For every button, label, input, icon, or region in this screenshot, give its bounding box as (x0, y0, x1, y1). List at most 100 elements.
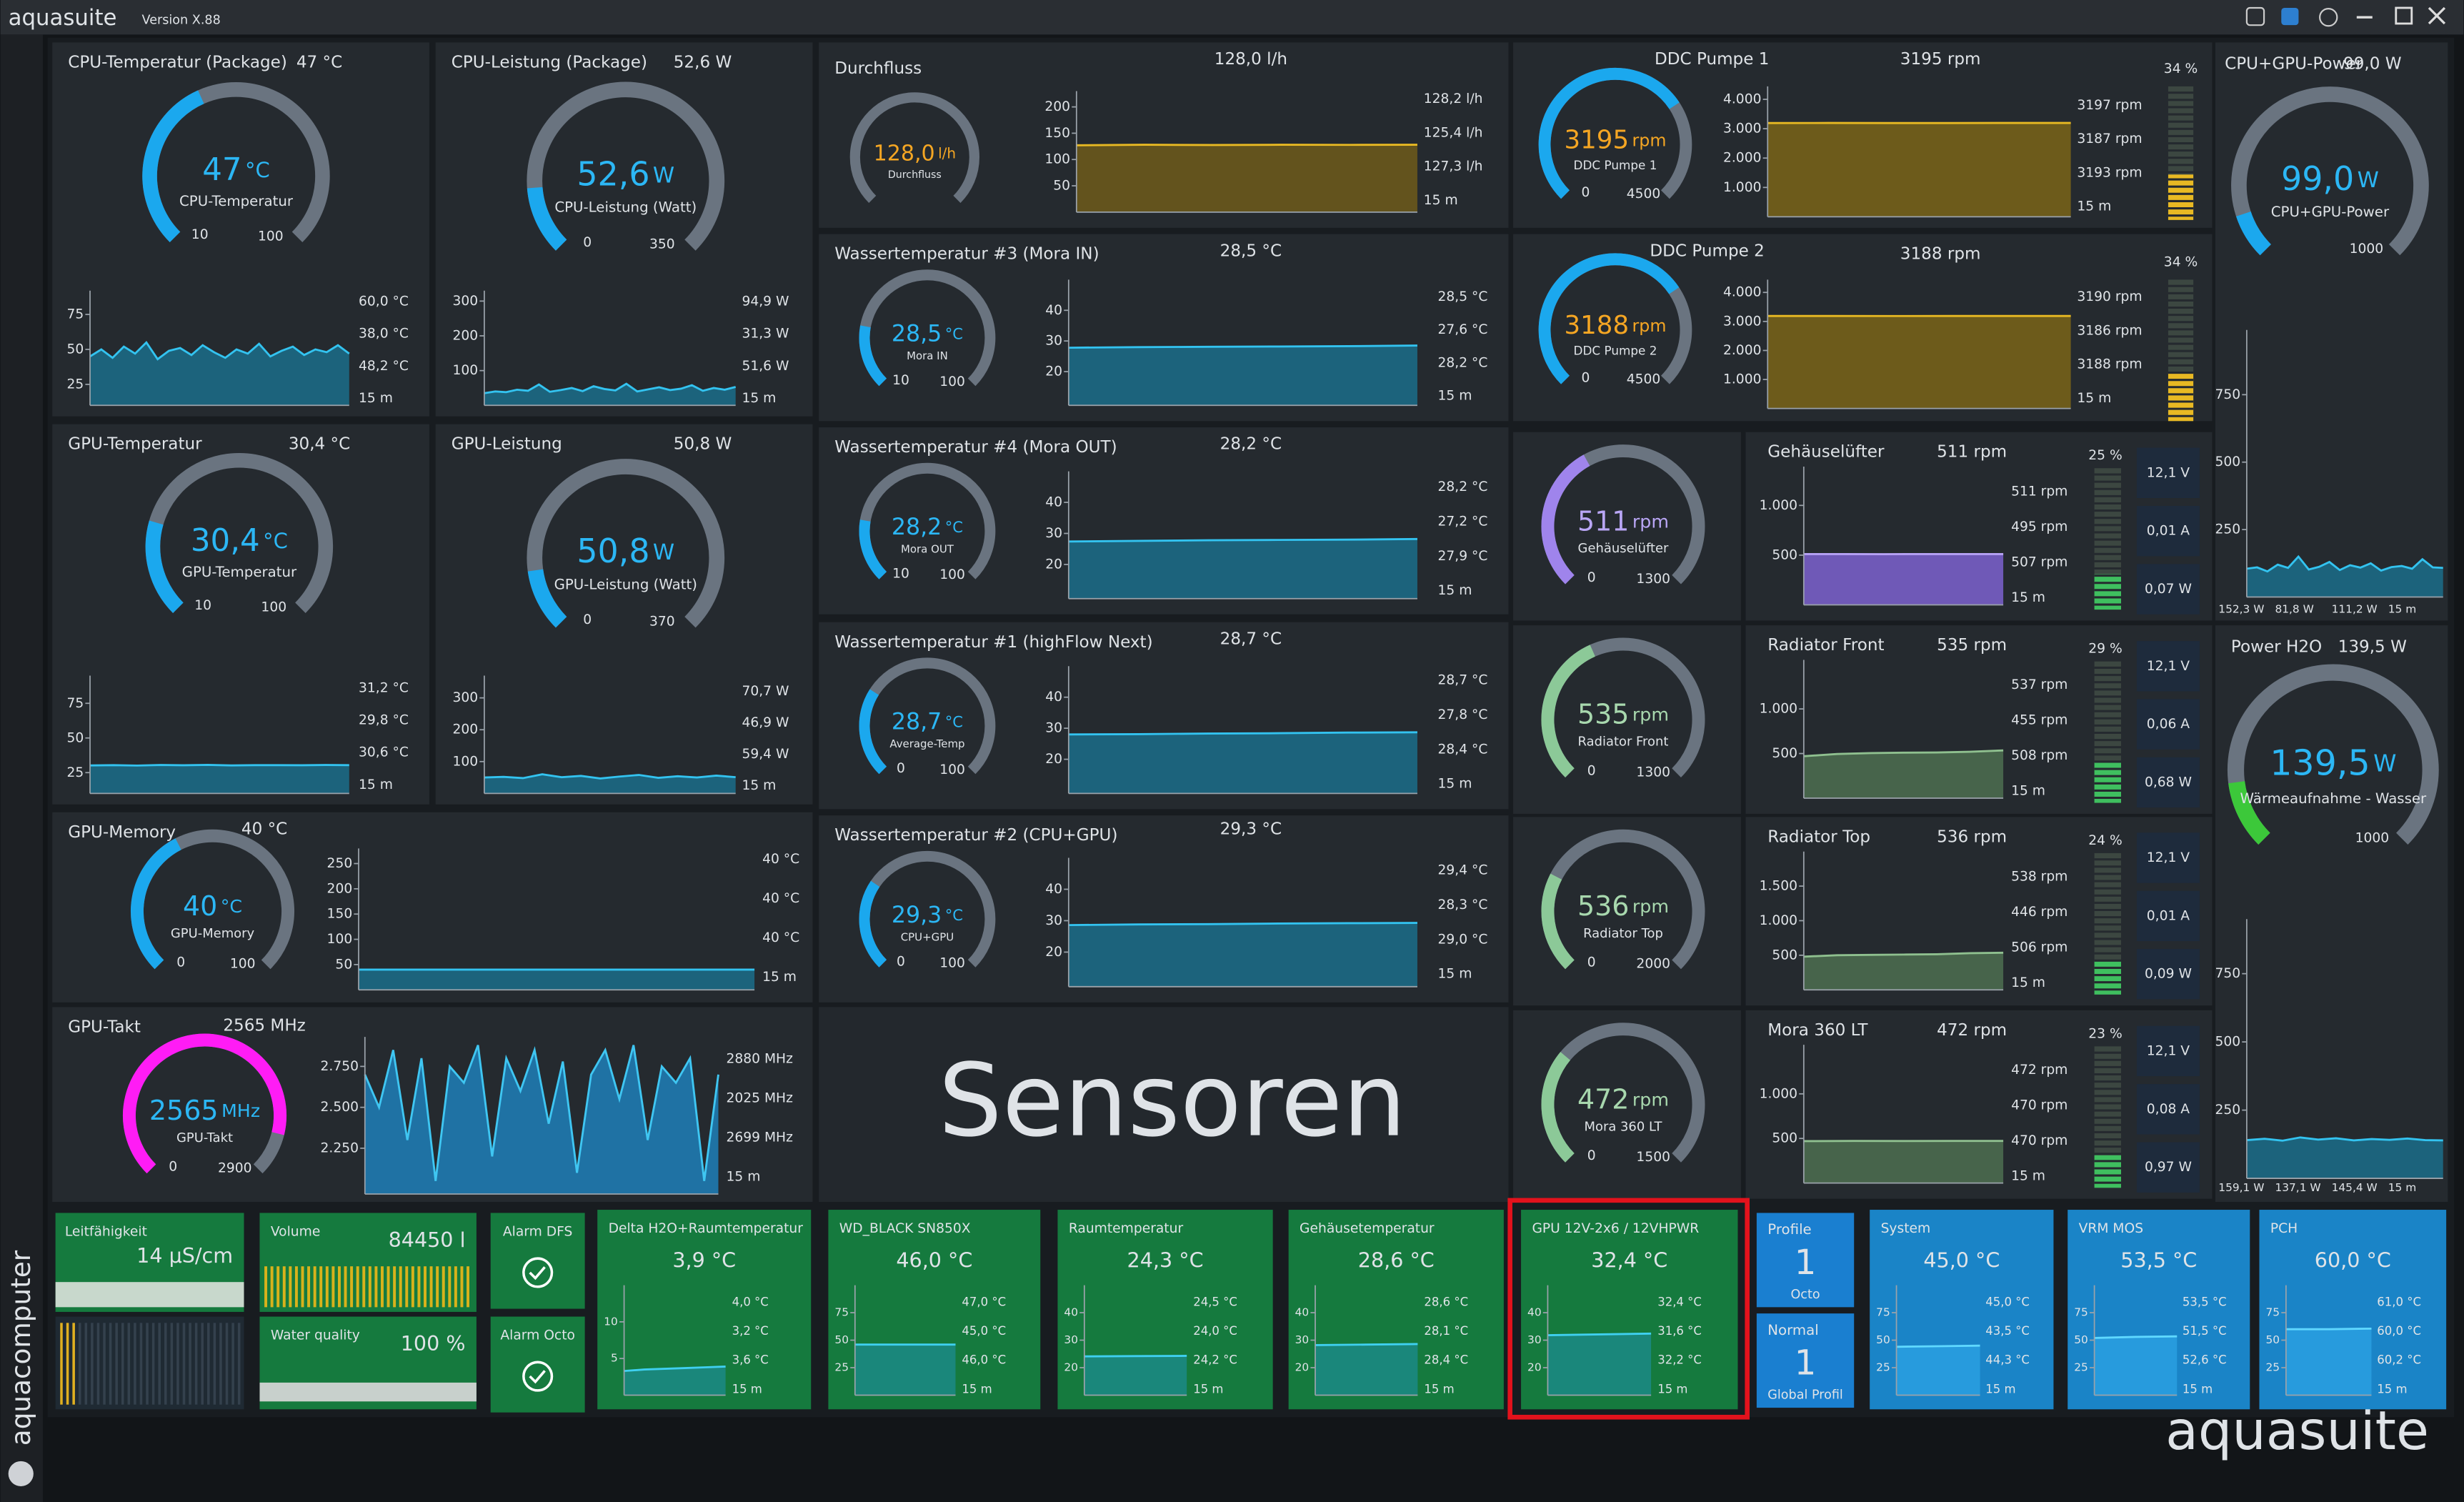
profile-number: 1 (1795, 1343, 1817, 1383)
gauge-unit: rpm (1632, 704, 1669, 725)
stripe (176, 1323, 179, 1405)
panel-value: 29,3 °C (1220, 820, 1282, 838)
gauge-max: 100 (939, 374, 965, 389)
watermark: aquasuite (2165, 1400, 2429, 1462)
panel-value: 28,5 °C (1220, 242, 1282, 260)
stat-value: 15 m (2011, 1168, 2045, 1183)
chart-area (1068, 732, 1417, 794)
gauge-min: 0 (1587, 955, 1596, 970)
stat-value: 3186 rpm (2077, 323, 2142, 338)
stripe (381, 1266, 384, 1308)
gauge-number: 535 (1577, 698, 1630, 730)
chart-area (1084, 1356, 1187, 1396)
gauge-number: 52,6 (577, 154, 649, 193)
gauge-value: 28,7 °C (892, 709, 963, 735)
panel-title: Radiator Front (1767, 636, 1884, 655)
chart-area (2246, 1137, 2443, 1179)
chart-line (1803, 951, 2004, 958)
chart-line (2246, 1136, 2443, 1142)
stripe (66, 1323, 69, 1405)
gauge-unit: °C (945, 712, 963, 730)
y-tick-label: 2.000 (1723, 151, 1761, 166)
electrical-value: 0,01 A (2147, 908, 2190, 923)
gauge-label: DDC Pumpe 2 (1574, 343, 1657, 357)
stat-value: 127,3 l/h (1424, 159, 1483, 174)
gauge-max: 100 (261, 600, 286, 615)
y-tick-label: 4.000 (1723, 285, 1761, 300)
chart-area (90, 342, 349, 406)
layers-button[interactable] (2281, 7, 2299, 26)
electrical-value: 12,1 V (2147, 850, 2190, 865)
gauge-unit: °C (221, 895, 242, 917)
stat-value: 455 rpm (2011, 713, 2068, 728)
gauge-value: 535 rpm (1577, 698, 1669, 730)
stripe (405, 1266, 409, 1308)
gauge-label: Mora OUT (901, 543, 954, 556)
stat-value: 52,6 °C (2183, 1353, 2227, 1367)
stat-value: 15 m (1438, 777, 1472, 792)
tile-value: 100 % (401, 1331, 466, 1356)
stat-value: 128,2 l/h (1424, 91, 1483, 106)
stripe (307, 1266, 311, 1308)
panel-value: 3188 rpm (1900, 245, 1981, 264)
info-button[interactable] (2319, 7, 2338, 27)
stat-value: 538 rpm (2011, 869, 2068, 884)
stripe (84, 1323, 88, 1405)
stripe (374, 1266, 378, 1308)
profile-tile (1756, 1313, 1855, 1408)
tile-title: WD_BLACK SN850X (839, 1221, 971, 1236)
gauge-number: 511 (1577, 505, 1630, 537)
chart-line (484, 773, 736, 780)
stat-value: 495 rpm (2011, 519, 2068, 534)
stat-value: 29,4 °C (1438, 863, 1488, 878)
gauge-unit: W (653, 163, 674, 188)
electrical-box (2136, 447, 2200, 499)
tile-value: 45,0 °C (1923, 1248, 2000, 1273)
stripe (189, 1323, 191, 1405)
profile-title: Profile (1767, 1221, 1811, 1238)
stripe (429, 1266, 433, 1308)
chart-area (2094, 1336, 2178, 1396)
y-tick-label: 5 (611, 1352, 618, 1365)
stat-value: 27,9 °C (1438, 549, 1488, 564)
stat-value: 60,2 °C (2377, 1353, 2421, 1367)
panel-title: Gehäuselüfter (1767, 443, 1885, 462)
stat-value: 28,4 °C (1424, 1353, 1468, 1367)
chart-line (1076, 144, 1417, 146)
gauge-arc (1538, 67, 1680, 199)
y-tick-label: 750 (2215, 966, 2240, 981)
maximize-button[interactable] (2395, 6, 2413, 25)
stripe (436, 1266, 439, 1308)
stripe (170, 1323, 174, 1405)
stat-value: 45,0 °C (962, 1324, 1006, 1338)
profile-number: 1 (1795, 1243, 1817, 1283)
gauge-min: 0 (169, 1159, 177, 1174)
gauge-arc (142, 90, 204, 243)
chart-line (1068, 922, 1417, 927)
gauge-track (2227, 664, 2439, 845)
stat-value: 43,5 °C (1985, 1324, 2030, 1338)
gauge-label: Mora IN (907, 349, 948, 362)
chart-area (484, 774, 736, 794)
gauge-unit: l/h (938, 144, 956, 161)
panel-title: Wassertemperatur #4 (Mora OUT) (834, 438, 1117, 457)
gauge-max: 100 (939, 567, 965, 582)
tile-title: PCH (2270, 1221, 2298, 1236)
stat-value: 94,9 W (742, 294, 789, 309)
gauge-min: 0 (176, 955, 185, 970)
stripe (356, 1266, 359, 1308)
gauge-min: 0 (1581, 185, 1590, 200)
gauge-unit: MHz (221, 1100, 260, 1121)
close-button[interactable] (2428, 6, 2446, 25)
panel-title: Wassertemperatur #2 (CPU+GPU) (834, 826, 1117, 845)
gauge-number: 30,4 (191, 523, 260, 559)
brand: aquacomputer (5, 1250, 36, 1446)
stripe (127, 1323, 131, 1405)
camera-button[interactable] (2245, 6, 2265, 26)
gauge-number: 3195 (1565, 125, 1630, 154)
y-tick-label: 75 (834, 1306, 849, 1319)
gauge-label: Wärmeaufnahme - Wasser (2240, 790, 2427, 807)
y-tick-label: 75 (66, 696, 84, 711)
stripe (158, 1323, 161, 1405)
stat-value: 27,6 °C (1438, 322, 1488, 337)
